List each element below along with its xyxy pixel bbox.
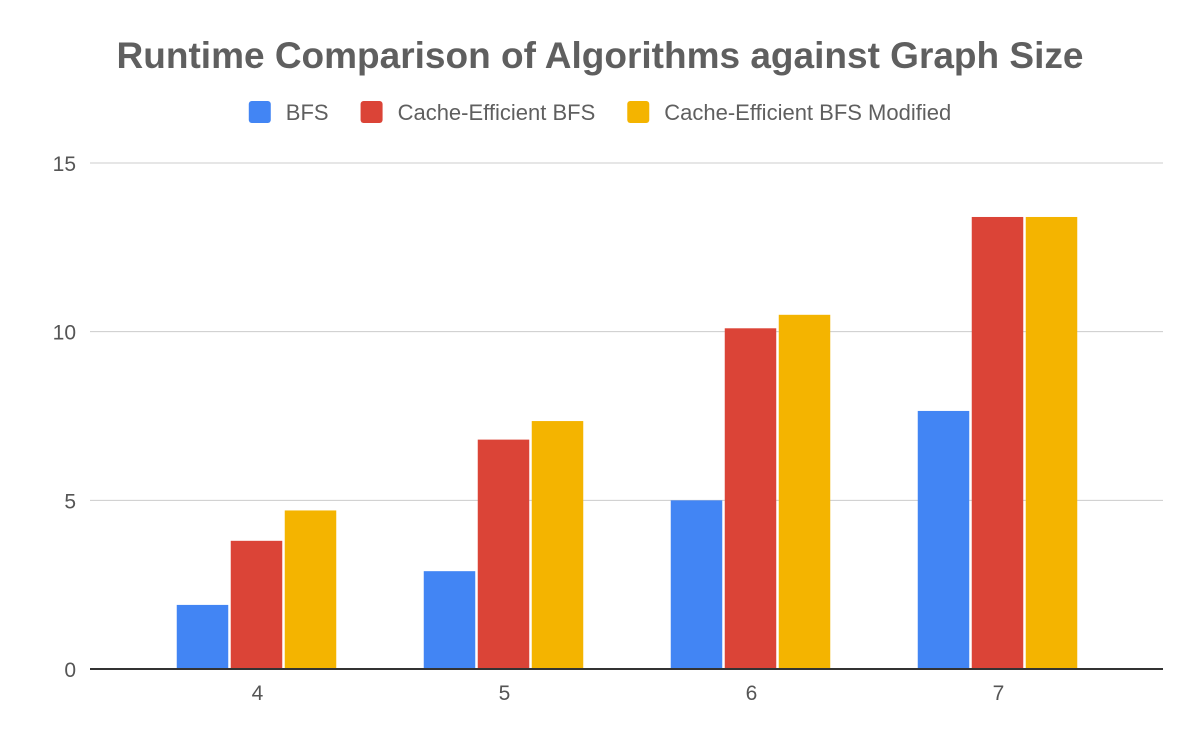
x-tick-label: 7 [993,682,1005,705]
x-tick-label: 4 [252,682,264,705]
bar-bfs-7 [917,410,970,669]
bar-cache-efficient-bfs-5 [477,439,530,669]
chart-title: Runtime Comparison of Algorithms against… [117,35,1084,76]
legend-item: BFS [248,100,329,125]
legend-swatch [248,101,271,123]
bar-cache-efficient-bfs-6 [724,328,777,669]
legend-label: Cache-Efficient BFS Modified [664,100,951,125]
y-tick-label: 5 [64,490,76,513]
legend: BFS Cache-Efficient BFS Cache-Efficient BF… [248,100,951,125]
x-tick-label: 6 [746,682,758,705]
y-tick-label: 15 [53,153,76,176]
bar-cache-efficient-bfs-modified-7 [1025,216,1078,669]
legend-swatch [360,101,383,123]
bars [176,216,1078,669]
bar-cache-efficient-bfs-modified-5 [531,421,584,669]
legend-item: Cache-Efficient BFS [360,100,596,125]
bar-cache-efficient-bfs-4 [230,540,283,669]
bar-cache-efficient-bfs-7 [971,216,1024,669]
bar-bfs-4 [176,604,229,669]
bar-bfs-5 [423,571,476,669]
y-tick-label: 0 [64,659,76,682]
legend-swatch [627,101,650,123]
bar-cache-efficient-bfs-modified-6 [778,314,831,669]
y-tick-label: 10 [53,322,76,345]
legend-item: Cache-Efficient BFS Modified [627,100,951,125]
legend-label: BFS [286,100,329,125]
y-axis-tick-labels: 0 5 10 15 [53,153,76,682]
x-axis-tick-labels: 4 5 6 7 [252,682,1005,705]
x-tick-label: 5 [499,682,511,705]
bar-cache-efficient-bfs-modified-4 [284,510,337,669]
legend-label: Cache-Efficient BFS [398,100,596,125]
bar-bfs-6 [670,500,723,669]
